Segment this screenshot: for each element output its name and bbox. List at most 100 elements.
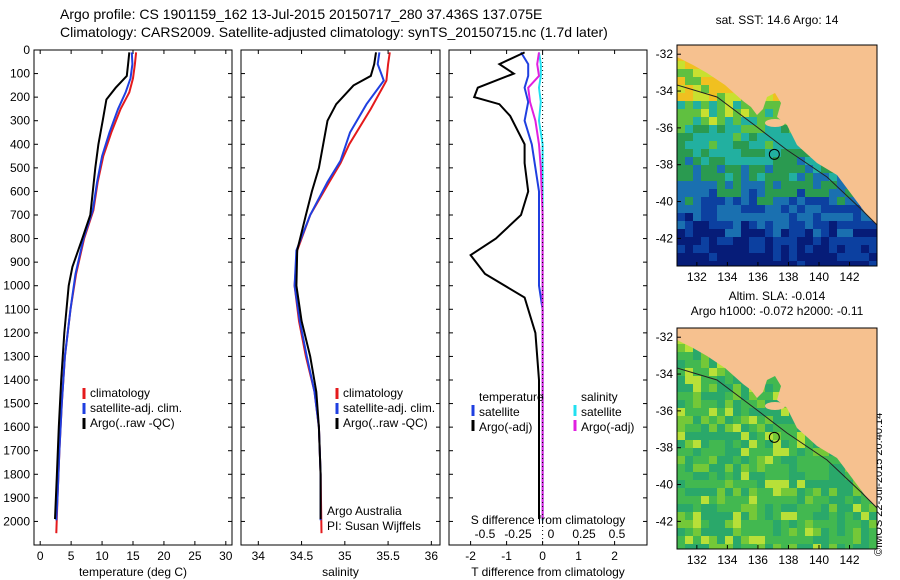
map-cell: [797, 165, 805, 173]
map-cell: [829, 472, 837, 480]
map-cell: [765, 480, 773, 488]
map-cell: [741, 125, 749, 133]
y-tick-label: 1300: [3, 349, 30, 363]
map-cell: [725, 165, 733, 173]
x-tick-label: 20: [157, 549, 171, 563]
map-cell: [677, 480, 685, 488]
map-cell: [741, 245, 749, 253]
map-cell: [813, 229, 821, 237]
map-cell: [829, 480, 837, 488]
map-cell: [757, 528, 765, 536]
map-cell: [789, 165, 797, 173]
map-cell: [797, 245, 805, 253]
land-area: [677, 328, 877, 508]
map-cell: [677, 400, 685, 408]
map-cell: [677, 512, 685, 520]
map-cell: [773, 101, 781, 109]
x-tick-label: 35.5: [376, 549, 400, 563]
map-cell: [693, 109, 701, 117]
map-cell: [789, 181, 797, 189]
map-cell: [701, 213, 709, 221]
map-cell: [709, 109, 717, 117]
map-cell: [701, 480, 709, 488]
map-bottom-title2: Argo h1000: -0.072 h2000: -0.11: [691, 304, 864, 318]
map-cell: [717, 253, 725, 261]
map-cell: [765, 416, 773, 424]
map-cell: [821, 213, 829, 221]
map-cell: [861, 520, 869, 528]
map-cell: [717, 440, 725, 448]
map-cell: [773, 261, 781, 266]
map-cell: [869, 520, 877, 528]
map-cell: [709, 400, 717, 408]
map-cell: [813, 472, 821, 480]
map-cell: [709, 456, 717, 464]
map-cell: [749, 181, 757, 189]
map-cell: [717, 480, 725, 488]
map-cell: [725, 480, 733, 488]
x-tick-label: -2: [465, 549, 476, 563]
map-cell: [781, 472, 789, 480]
map-cell: [677, 488, 685, 496]
map-cell: [853, 229, 861, 237]
map-cell: [781, 408, 789, 416]
map-cell: [677, 165, 685, 173]
map-cell: [781, 205, 789, 213]
map-cell: [701, 125, 709, 133]
map-cell: [693, 229, 701, 237]
map-cell: [677, 472, 685, 480]
map-cell: [861, 261, 869, 266]
map-cell: [765, 221, 773, 229]
map-cell: [837, 189, 845, 197]
map-cell: [781, 229, 789, 237]
land-area: [677, 45, 877, 225]
map-cell: [725, 376, 733, 384]
map-cell: [693, 237, 701, 245]
map-cell: [781, 125, 789, 133]
map-cell: [829, 253, 837, 261]
map-top-title: sat. SST: 14.6 Argo: 14: [716, 13, 839, 27]
map-cell: [845, 520, 853, 528]
map-cell: [853, 245, 861, 253]
map-cell: [789, 480, 797, 488]
legend-label: satellite-adj. clim.: [90, 401, 182, 415]
map-cell: [701, 464, 709, 472]
map-cell: [741, 253, 749, 261]
map-cell: [829, 213, 837, 221]
map-cell: [709, 133, 717, 141]
map-cell: [773, 165, 781, 173]
map-cell: [853, 261, 861, 266]
map-cell: [725, 245, 733, 253]
map-cell: [765, 93, 773, 101]
map-cell: [717, 448, 725, 456]
map-cell: [725, 117, 733, 125]
map-cell: [805, 440, 813, 448]
map-cell: [725, 392, 733, 400]
map-cell: [701, 109, 709, 117]
map-cell: [701, 528, 709, 536]
map-cell: [765, 237, 773, 245]
map-cell: [813, 480, 821, 488]
x-tick-label: 5: [68, 549, 75, 563]
map-cell: [677, 173, 685, 181]
map-cell: [757, 400, 765, 408]
map-cell: [725, 536, 733, 544]
map-cell: [797, 157, 805, 165]
map-cell: [821, 261, 829, 266]
map-cell: [773, 173, 781, 181]
map-cell: [693, 157, 701, 165]
map-cell: [725, 424, 733, 432]
map-cell: [677, 384, 685, 392]
map-cell: [693, 432, 701, 440]
map-cell: [733, 392, 741, 400]
map-cell: [741, 133, 749, 141]
map-cell: [741, 205, 749, 213]
map-cell: [685, 528, 693, 536]
map-cell: [773, 384, 781, 392]
map-cell: [757, 472, 765, 480]
legend-label: satellite: [581, 405, 622, 419]
map-cell: [813, 456, 821, 464]
map-cell: [717, 432, 725, 440]
map-cell: [765, 125, 773, 133]
map-cell: [757, 392, 765, 400]
